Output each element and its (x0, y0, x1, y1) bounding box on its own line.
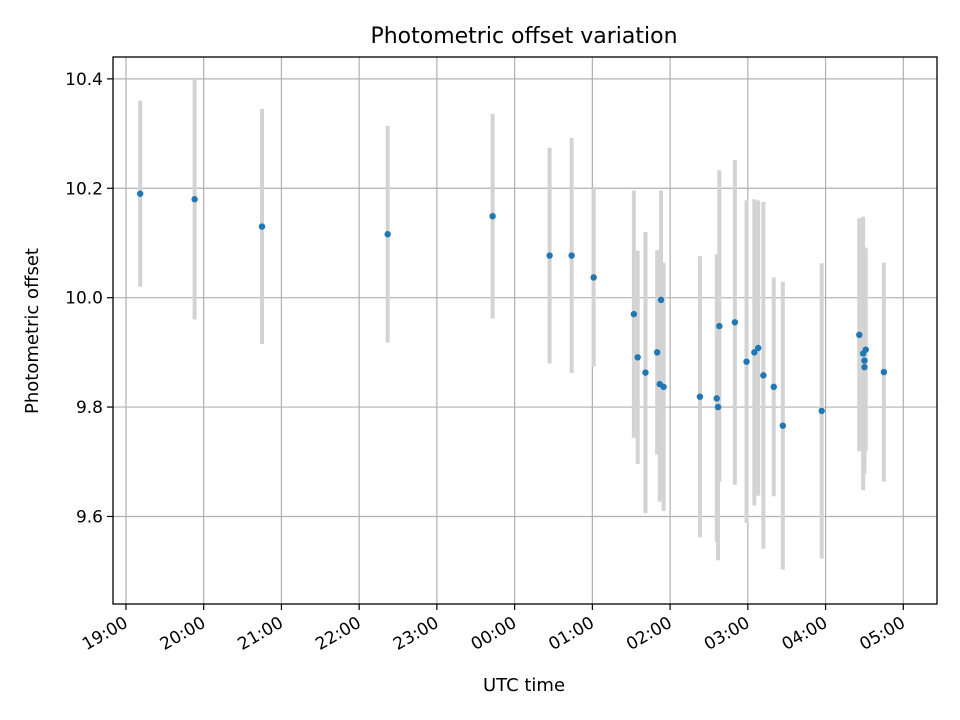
data-point (642, 369, 649, 376)
y-tick-label: 10.0 (65, 289, 103, 309)
x-axis-label: UTC time (483, 675, 565, 696)
data-points (137, 190, 888, 429)
x-tick-label: 19:00 (79, 613, 131, 655)
data-point (546, 252, 553, 259)
data-point (743, 358, 750, 365)
data-point (716, 322, 723, 330)
y-tick-label: 9.6 (76, 507, 103, 527)
x-tick-label: 02:00 (623, 613, 675, 655)
data-point (137, 190, 144, 197)
data-point (590, 274, 597, 281)
x-tick-label: 00:00 (468, 613, 520, 655)
x-tick-label: 05:00 (856, 613, 908, 655)
data-point (258, 223, 266, 230)
data-point (751, 349, 758, 356)
data-point (657, 296, 665, 304)
data-point (861, 357, 868, 364)
y-tick-label: 10.2 (65, 179, 103, 199)
y-tick-label: 10.4 (65, 70, 103, 90)
data-point (384, 231, 391, 238)
data-point (630, 310, 638, 318)
x-tick-label: 22:00 (312, 613, 364, 655)
data-point (489, 212, 496, 220)
x-axis-ticks: 19:00 20:00 21:00 22:00 23:00 00:00 01:00 02:00… (79, 604, 909, 655)
x-tick-label: 01:00 (545, 613, 597, 655)
chart-title: Photometric offset variation (370, 24, 677, 49)
x-tick-label: 23:00 (390, 613, 442, 655)
data-point (770, 383, 777, 391)
data-point (713, 395, 720, 402)
data-point (779, 422, 787, 429)
data-point (862, 346, 869, 353)
data-point (755, 344, 762, 352)
data-point (760, 372, 767, 379)
data-point (861, 363, 868, 371)
data-point (818, 407, 825, 415)
grid (113, 57, 937, 604)
y-axis-label: Photometric offset (22, 248, 43, 414)
data-point (191, 196, 198, 203)
data-point (696, 393, 704, 400)
data-point (731, 319, 739, 326)
y-axis-ticks: 9.6 9.8 10.0 10.2 10.4 (65, 70, 113, 527)
x-tick-label: 21:00 (234, 613, 286, 655)
data-point (880, 368, 888, 376)
data-point (634, 354, 641, 361)
data-point (653, 349, 661, 356)
x-tick-label: 04:00 (779, 613, 831, 655)
error-bars (138, 78, 886, 570)
plot-frame (112, 56, 938, 605)
y-tick-label: 9.8 (76, 398, 103, 418)
data-point (714, 403, 722, 411)
x-tick-label: 20:00 (157, 613, 209, 655)
x-tick-label: 03:00 (701, 613, 753, 655)
data-point (856, 331, 863, 339)
data-point (568, 252, 575, 259)
data-point (660, 383, 667, 391)
